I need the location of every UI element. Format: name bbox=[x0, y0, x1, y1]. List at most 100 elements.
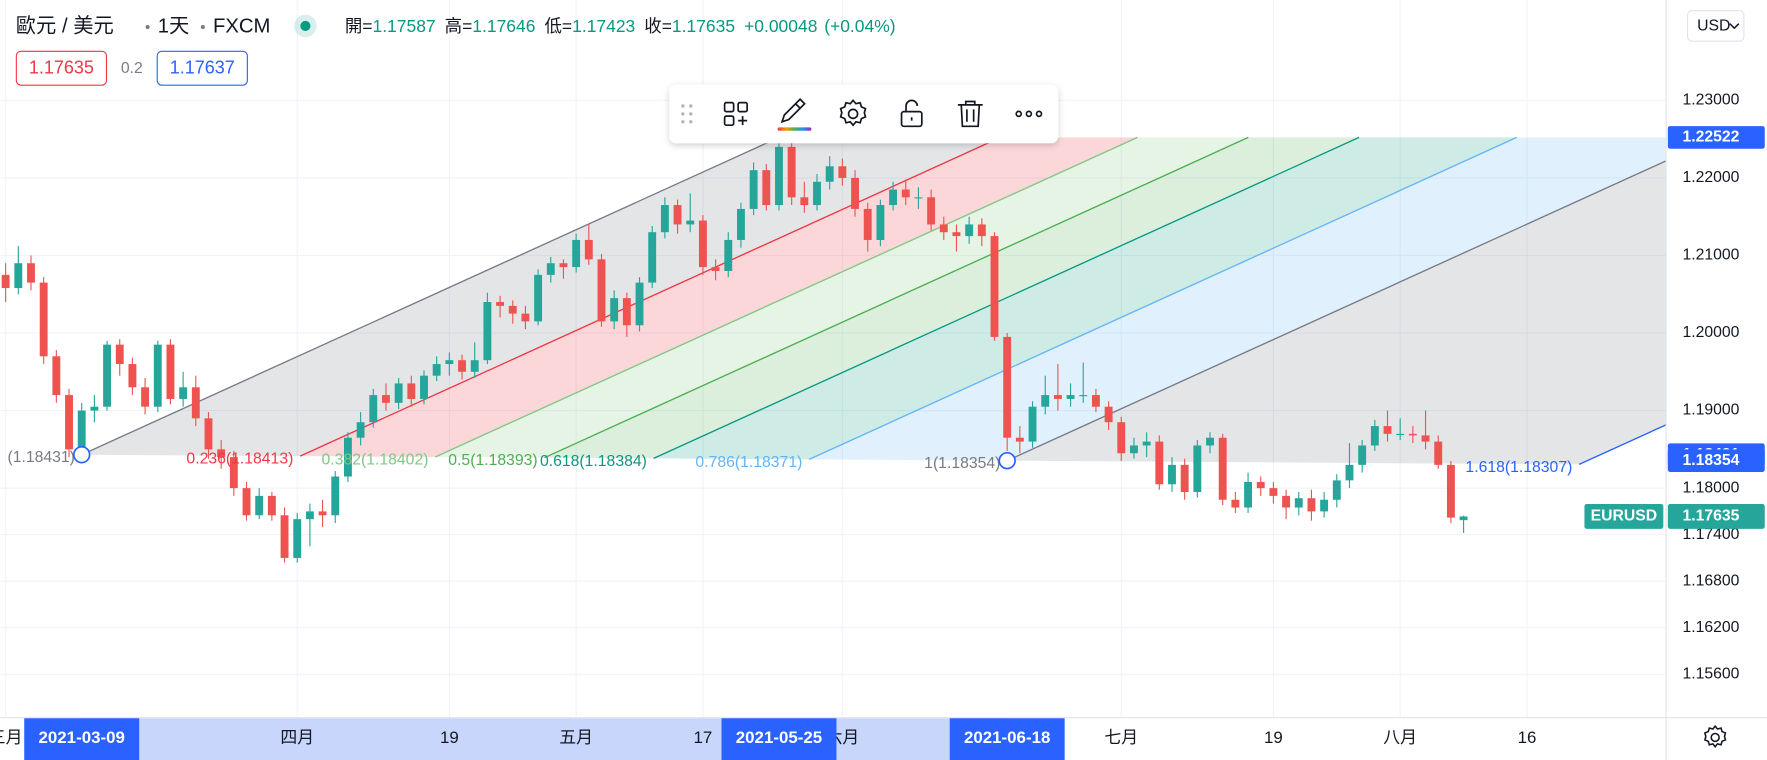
candle-body bbox=[103, 344, 112, 407]
candle-body bbox=[1168, 464, 1176, 485]
candle-body bbox=[546, 263, 555, 275]
candle-body bbox=[851, 177, 859, 209]
candle-body bbox=[800, 197, 809, 206]
templates-button[interactable] bbox=[723, 101, 748, 127]
settings-button[interactable] bbox=[839, 99, 867, 127]
high-value: 1.17646 bbox=[472, 16, 535, 36]
candle-body bbox=[1053, 395, 1062, 399]
candle-body bbox=[1130, 445, 1138, 454]
currency-box[interactable] bbox=[1686, 10, 1745, 42]
x-tick-label: 七月 bbox=[1104, 728, 1138, 747]
candle-body bbox=[369, 395, 378, 423]
chart-settings[interactable] bbox=[1703, 724, 1727, 748]
buy-button[interactable] bbox=[156, 50, 248, 86]
candle-body bbox=[1345, 464, 1354, 481]
candles bbox=[1, 137, 1468, 563]
candle-body bbox=[1180, 464, 1189, 493]
open-label: 開= bbox=[345, 16, 373, 36]
fib-label: 1.618(1.18307) bbox=[1465, 459, 1572, 476]
candle-body bbox=[432, 364, 441, 376]
x-tick-label: 四月 bbox=[280, 728, 314, 747]
candle-body bbox=[1117, 422, 1126, 454]
color-button[interactable] bbox=[777, 98, 812, 131]
candle-body bbox=[293, 519, 302, 558]
candle-body bbox=[1091, 395, 1100, 407]
y-tick-label: 1.15600 bbox=[1682, 665, 1739, 682]
candle-body bbox=[1218, 437, 1227, 500]
candle-body bbox=[458, 360, 466, 372]
candle-body bbox=[1066, 395, 1075, 399]
price-badge-label: 1.18354 bbox=[1682, 452, 1739, 469]
candle-body bbox=[217, 449, 226, 458]
fib-line bbox=[434, 136, 1138, 458]
fib-line bbox=[1006, 160, 1666, 462]
close-label: 收= bbox=[644, 16, 672, 36]
candle-body bbox=[407, 383, 416, 399]
candle-body bbox=[470, 360, 479, 372]
fib-line bbox=[544, 136, 1249, 459]
candle-body bbox=[572, 239, 581, 268]
candle-body bbox=[863, 208, 872, 240]
currency-selector[interactable]: USD bbox=[1686, 10, 1745, 42]
candle-body bbox=[939, 224, 948, 233]
y-tick-label: 1.18000 bbox=[1682, 479, 1739, 496]
candle-body bbox=[1434, 441, 1443, 465]
change: +0.00048 bbox=[744, 16, 817, 36]
candle-body bbox=[1041, 395, 1050, 407]
price-badge bbox=[1667, 449, 1765, 472]
candle-body bbox=[686, 220, 695, 225]
more-button[interactable] bbox=[1015, 110, 1043, 118]
y-tick-label: 1.23000 bbox=[1682, 92, 1739, 109]
candle-body bbox=[1193, 445, 1202, 493]
candle-body bbox=[876, 205, 885, 240]
last-price-badge bbox=[1667, 504, 1765, 529]
candle-body bbox=[1446, 464, 1455, 518]
candle-body bbox=[179, 387, 188, 399]
candle-body bbox=[394, 383, 403, 403]
candle-body bbox=[584, 239, 593, 260]
fib-line bbox=[299, 136, 1001, 457]
y-tick-label: 1.22000 bbox=[1682, 169, 1739, 186]
date-badge bbox=[949, 718, 1065, 760]
candle-body bbox=[267, 495, 276, 516]
fib-label: (1.18431) bbox=[7, 449, 74, 466]
candle-body bbox=[1332, 480, 1341, 500]
ticker-badge bbox=[1584, 504, 1664, 529]
fib-band bbox=[809, 137, 1666, 461]
candle-body bbox=[901, 189, 910, 198]
candle-body bbox=[1142, 441, 1151, 446]
candle-body bbox=[762, 170, 771, 206]
candle-body bbox=[1, 274, 10, 289]
candle-body bbox=[1256, 481, 1265, 489]
interval: 1天 bbox=[158, 15, 190, 37]
candle-body bbox=[1003, 336, 1012, 438]
candle-body bbox=[242, 488, 251, 516]
status-dot[interactable] bbox=[300, 20, 311, 32]
candle-body bbox=[1294, 498, 1303, 508]
candle-body bbox=[534, 274, 543, 322]
y-tick-label: 1.20000 bbox=[1682, 324, 1739, 341]
exchange: FXCM bbox=[213, 15, 270, 37]
candle-body bbox=[1104, 406, 1113, 423]
drag-handle[interactable] bbox=[681, 104, 693, 124]
lock-button[interactable] bbox=[900, 99, 923, 128]
candle-body bbox=[382, 395, 390, 403]
price-badge-label: 1.22522 bbox=[1682, 129, 1739, 146]
open-value: 1.17587 bbox=[372, 16, 435, 36]
low-label: 低= bbox=[544, 16, 572, 36]
candle-body bbox=[255, 495, 264, 516]
grid bbox=[0, 0, 1666, 718]
candle-body bbox=[622, 298, 631, 326]
candle-body bbox=[825, 166, 834, 182]
candle-body bbox=[496, 301, 505, 306]
delete-button[interactable] bbox=[957, 100, 983, 128]
x-tick-label: 八月 bbox=[1383, 728, 1417, 747]
candle-body bbox=[648, 232, 657, 283]
candle-body bbox=[965, 224, 974, 237]
anchor-handle bbox=[72, 445, 91, 464]
fib-label: 0.618(1.18384) bbox=[540, 453, 647, 470]
sell-button[interactable] bbox=[15, 50, 108, 86]
candle-body bbox=[1408, 433, 1417, 436]
candle-body bbox=[229, 457, 238, 489]
